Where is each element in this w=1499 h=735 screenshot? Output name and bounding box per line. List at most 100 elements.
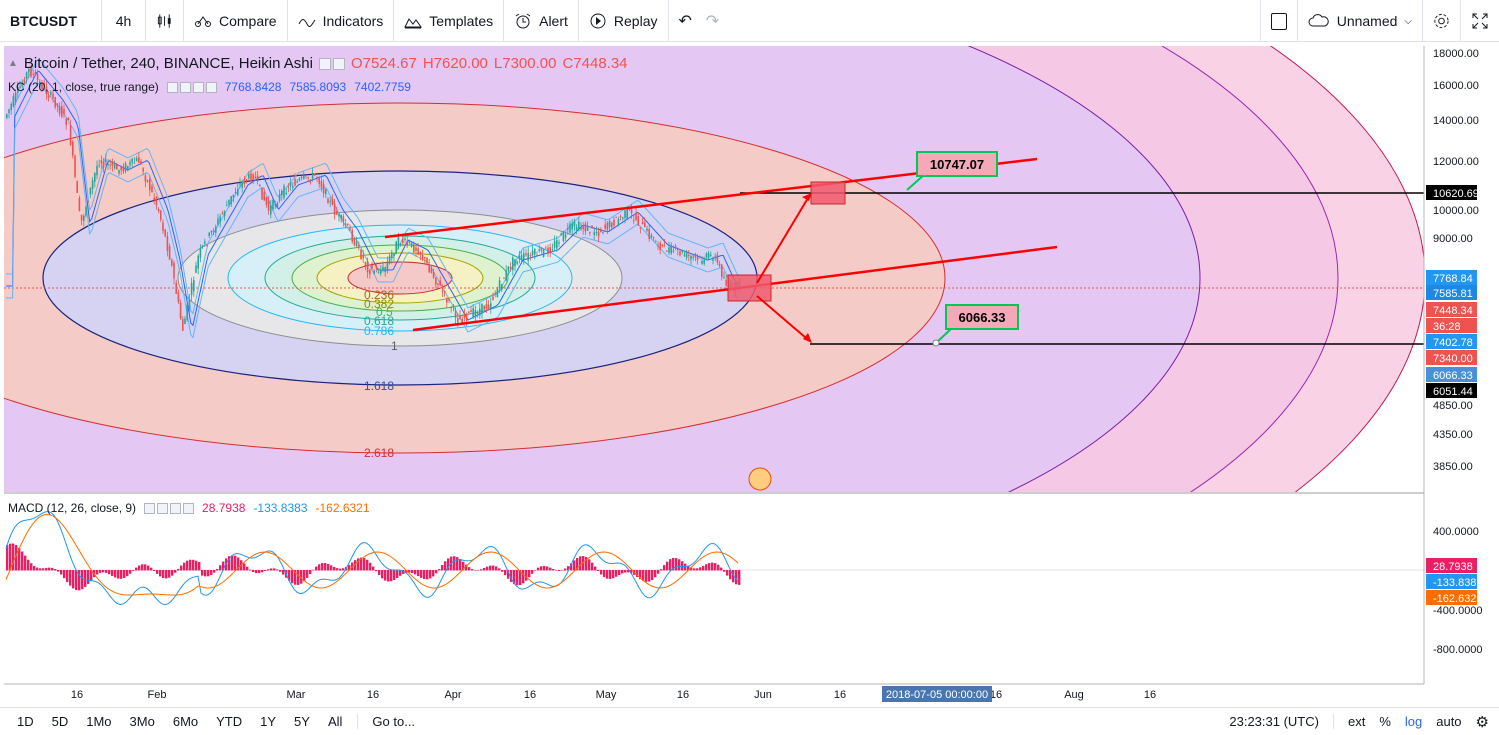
candle-body — [230, 196, 232, 205]
layout-name: Unnamed — [1336, 13, 1398, 29]
macd-hist-bar — [54, 569, 57, 571]
candle-body — [96, 165, 98, 176]
range-ytd[interactable]: YTD — [216, 713, 243, 729]
price-tick-label: 4350.00 — [1433, 429, 1473, 441]
candle-body — [296, 181, 298, 183]
candle-body — [340, 215, 342, 219]
macd-hist-bar — [255, 570, 258, 574]
chart-area[interactable]: 0.236 0.382 0.5 0.618 0.786 1 1.618 2.61… — [0, 42, 1499, 707]
log-toggle[interactable]: log — [1404, 714, 1423, 729]
macd-hist-bar — [615, 570, 618, 577]
symbol-search-button[interactable]: BTCUSDT — [0, 0, 102, 42]
gear-icon[interactable]: ⚙ — [1475, 713, 1489, 731]
eye-icon[interactable] — [318, 57, 331, 70]
compare-button[interactable]: Compare — [184, 0, 288, 42]
events-flag-icon[interactable] — [748, 467, 772, 491]
candle-body — [274, 204, 276, 206]
redo-icon[interactable]: ↷ — [705, 12, 720, 30]
range-3mo[interactable]: 3Mo — [129, 713, 155, 729]
chart-style-button[interactable] — [146, 0, 184, 42]
macd-hist-bar — [453, 556, 456, 571]
candle-body — [679, 251, 681, 256]
candle-body — [327, 198, 329, 204]
templates-button[interactable]: Templates — [394, 0, 505, 42]
candle-body — [487, 304, 490, 309]
chart-canvas[interactable]: 0.236 0.382 0.5 0.618 0.786 1 1.618 2.61… — [0, 42, 1499, 707]
candle-body — [300, 177, 303, 179]
goto-button[interactable]: Go to... — [357, 713, 424, 729]
macd-hist-bar — [459, 559, 462, 571]
candle-body — [696, 257, 699, 260]
macd-hist-bar — [381, 570, 384, 579]
macd-hist-bar — [60, 570, 63, 575]
crosshair-time-label: 2018-07-05 00:00:00 — [886, 689, 988, 701]
plus-icon[interactable] — [192, 81, 204, 93]
candle-body — [582, 226, 584, 230]
close-icon[interactable] — [205, 81, 217, 93]
candle-body — [443, 290, 446, 292]
settings-small-icon[interactable] — [179, 81, 191, 93]
replay-icon — [590, 13, 606, 28]
alert-button[interactable]: Alert — [504, 0, 579, 42]
candle-body — [694, 253, 697, 258]
fib-label-0618: 0.618 — [364, 314, 394, 328]
undo-icon[interactable]: ↶ — [678, 12, 692, 30]
layout-button[interactable]: Unnamed ⌵ — [1298, 0, 1423, 42]
collapse-legend-icon[interactable]: ▲ — [8, 58, 18, 69]
range-1d[interactable]: 1D — [17, 713, 34, 729]
indicators-button[interactable]: Indicators — [288, 0, 395, 42]
macd-hist-bar — [513, 570, 516, 585]
candle-body — [322, 183, 325, 194]
macd-hist-bar — [372, 566, 375, 571]
clock[interactable]: 23:23:31 (UTC) — [1222, 714, 1334, 729]
range-1mo[interactable]: 1Mo — [86, 713, 112, 729]
auto-toggle[interactable]: auto — [1436, 714, 1462, 729]
fullscreen-toggle[interactable] — [1259, 0, 1298, 42]
range-5d[interactable]: 5D — [51, 713, 69, 729]
candle-body — [615, 216, 617, 218]
macd-hist-bar — [726, 570, 729, 576]
candle-body — [459, 315, 461, 320]
candle-body — [362, 254, 364, 259]
candle-body — [661, 244, 664, 246]
macd-hist-bar — [294, 570, 297, 585]
macd-hist-bar — [540, 566, 543, 571]
eye-icon[interactable] — [144, 502, 156, 514]
candle-body — [441, 290, 444, 292]
macd-value-hist: 28.7938 — [202, 501, 246, 515]
kc-legend: KC (20, 1, close, true range) 7768.8428 … — [8, 80, 411, 94]
macd-hist-bar — [567, 566, 570, 571]
range-all[interactable]: All — [327, 713, 343, 729]
range-6mo[interactable]: 6Mo — [172, 713, 199, 729]
settings-small-icon[interactable] — [157, 502, 169, 514]
candle-body — [573, 221, 576, 227]
close-icon[interactable] — [183, 502, 195, 514]
candle-body — [226, 205, 228, 207]
macd-hist-bar — [150, 567, 153, 571]
settings-button[interactable] — [1423, 0, 1461, 42]
arrow-up-head-icon — [802, 193, 812, 201]
macd-hist-bar — [738, 570, 741, 585]
range-5y[interactable]: 5Y — [294, 713, 310, 729]
plus-icon[interactable] — [170, 502, 182, 514]
macd-hist-bar — [462, 561, 465, 571]
macd-hist-bar — [204, 570, 207, 577]
maximize-button[interactable] — [1461, 0, 1499, 42]
candle-body — [452, 305, 455, 307]
candle-body — [593, 232, 595, 236]
candle-body — [256, 175, 259, 180]
candle-body — [646, 228, 648, 231]
interval-button[interactable]: 4h — [102, 0, 146, 42]
range-1y[interactable]: 1Y — [260, 713, 277, 729]
ext-toggle[interactable]: ext — [1347, 714, 1366, 729]
settings-small-icon[interactable] — [332, 57, 345, 70]
percent-toggle[interactable]: % — [1379, 714, 1391, 729]
replay-button[interactable]: Replay — [579, 0, 669, 42]
expand-icon — [1472, 13, 1488, 29]
macd-hist-bar — [66, 570, 69, 583]
time-axis[interactable] — [4, 684, 1499, 707]
candle-body — [210, 230, 213, 233]
candle-body — [347, 223, 349, 226]
eye-icon[interactable] — [166, 81, 178, 93]
candle-body — [45, 86, 48, 95]
